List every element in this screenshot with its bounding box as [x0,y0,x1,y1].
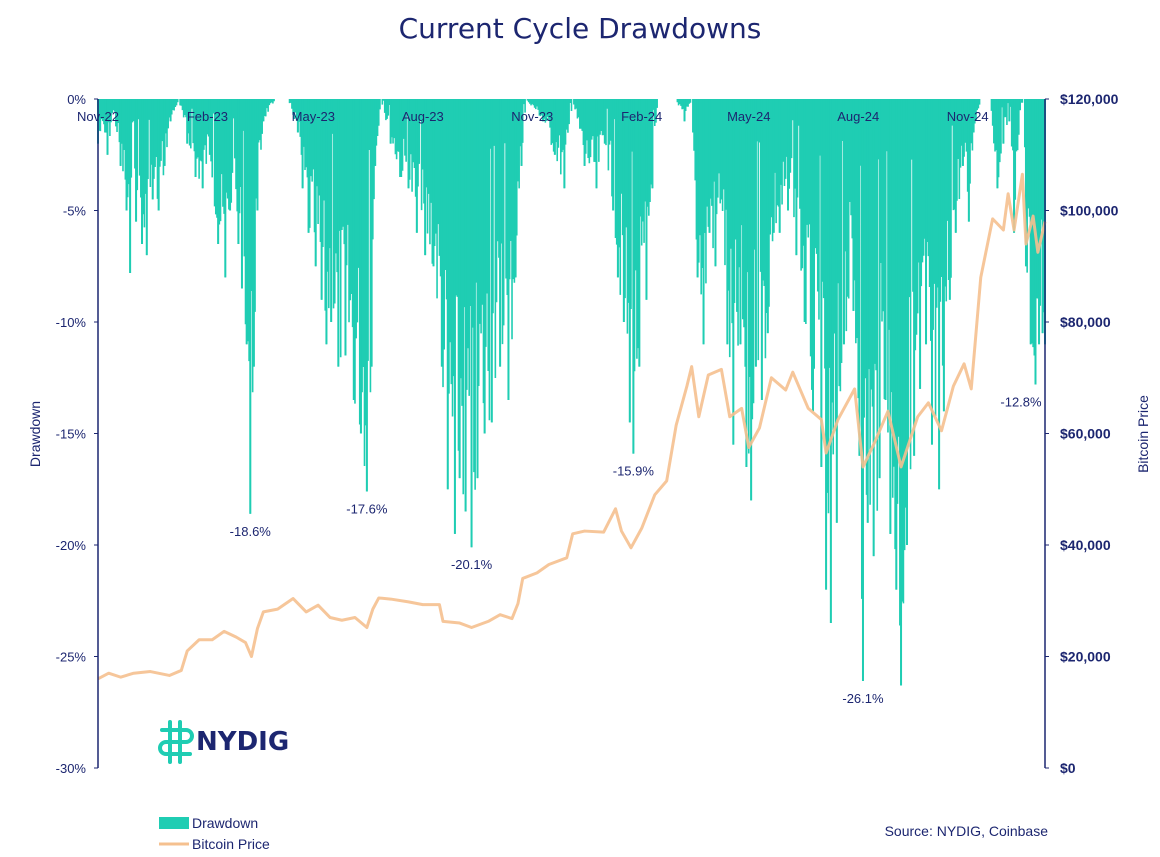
legend-swatch-drawdown [159,817,189,829]
x-tick-label: Nov-22 [77,109,119,124]
x-tick-label: Nov-24 [947,109,989,124]
bitcoin-price-series [97,172,1047,681]
right-tick-label: $40,000 [1060,537,1111,553]
left-tick-label: -10% [56,315,87,330]
left-tick-label: -30% [56,761,87,776]
legend-label-bitcoin-price: Bitcoin Price [192,836,270,852]
nydig-logo: NYDIG [158,720,289,764]
drawdown-annotation: -12.8% [1000,394,1042,409]
right-axis-ticks: $120,000 $100,000 $80,000 $60,000 $40,000 $20… [1045,91,1119,776]
left-tick-label: -20% [56,538,87,553]
x-tick-label: Aug-24 [837,109,879,124]
legend: Drawdown Bitcoin Price [159,815,270,852]
right-tick-label: $80,000 [1060,314,1111,330]
nydig-logo-mark [158,720,194,764]
left-axis-title: Drawdown [27,401,43,467]
bitcoin-price-line [97,172,1047,681]
right-tick-label: $0 [1060,760,1076,776]
x-tick-label: Aug-23 [402,109,444,124]
right-tick-label: $20,000 [1060,649,1111,665]
right-tick-label: $60,000 [1060,426,1111,442]
drawdown-annotation: -15.9% [613,464,655,479]
right-tick-label: $120,000 [1060,91,1119,107]
x-tick-label: Nov-23 [511,109,553,124]
drawdown-bars [97,99,1046,686]
x-tick-label: Feb-23 [187,109,228,124]
drawdown-annotation: -26.1% [842,691,884,706]
left-tick-label: -5% [63,204,87,219]
left-tick-label: 0% [67,92,86,107]
right-tick-label: $100,000 [1060,203,1119,219]
x-tick-label: Feb-24 [621,109,662,124]
x-tick-label: May-24 [727,109,770,124]
left-tick-label: -25% [56,650,87,665]
drawdown-series [97,99,1046,686]
legend-label-drawdown: Drawdown [192,815,258,831]
drawdown-annotation: -20.1% [451,557,493,572]
chart-title: Current Cycle Drawdowns [399,12,762,45]
x-axis-ticks: Nov-22 Feb-23 May-23 Aug-23 Nov-23 Feb-24 May-… [77,109,989,124]
drawdown-annotation: -18.6% [230,524,272,539]
drawdown-annotation: -17.6% [346,501,388,516]
left-tick-label: -15% [56,427,87,442]
left-axis-ticks: 0% -5% -10% -15% -20% -25% -30% [56,92,98,776]
source-note: Source: NYDIG, Coinbase [885,823,1049,839]
right-axis-title: Bitcoin Price [1135,395,1151,473]
nydig-logo-text: NYDIG [196,727,289,757]
x-tick-label: May-23 [292,109,335,124]
drawdown-annotations: -18.6% -17.6% -20.1% -15.9% -26.1% -12.8% [230,394,1042,706]
